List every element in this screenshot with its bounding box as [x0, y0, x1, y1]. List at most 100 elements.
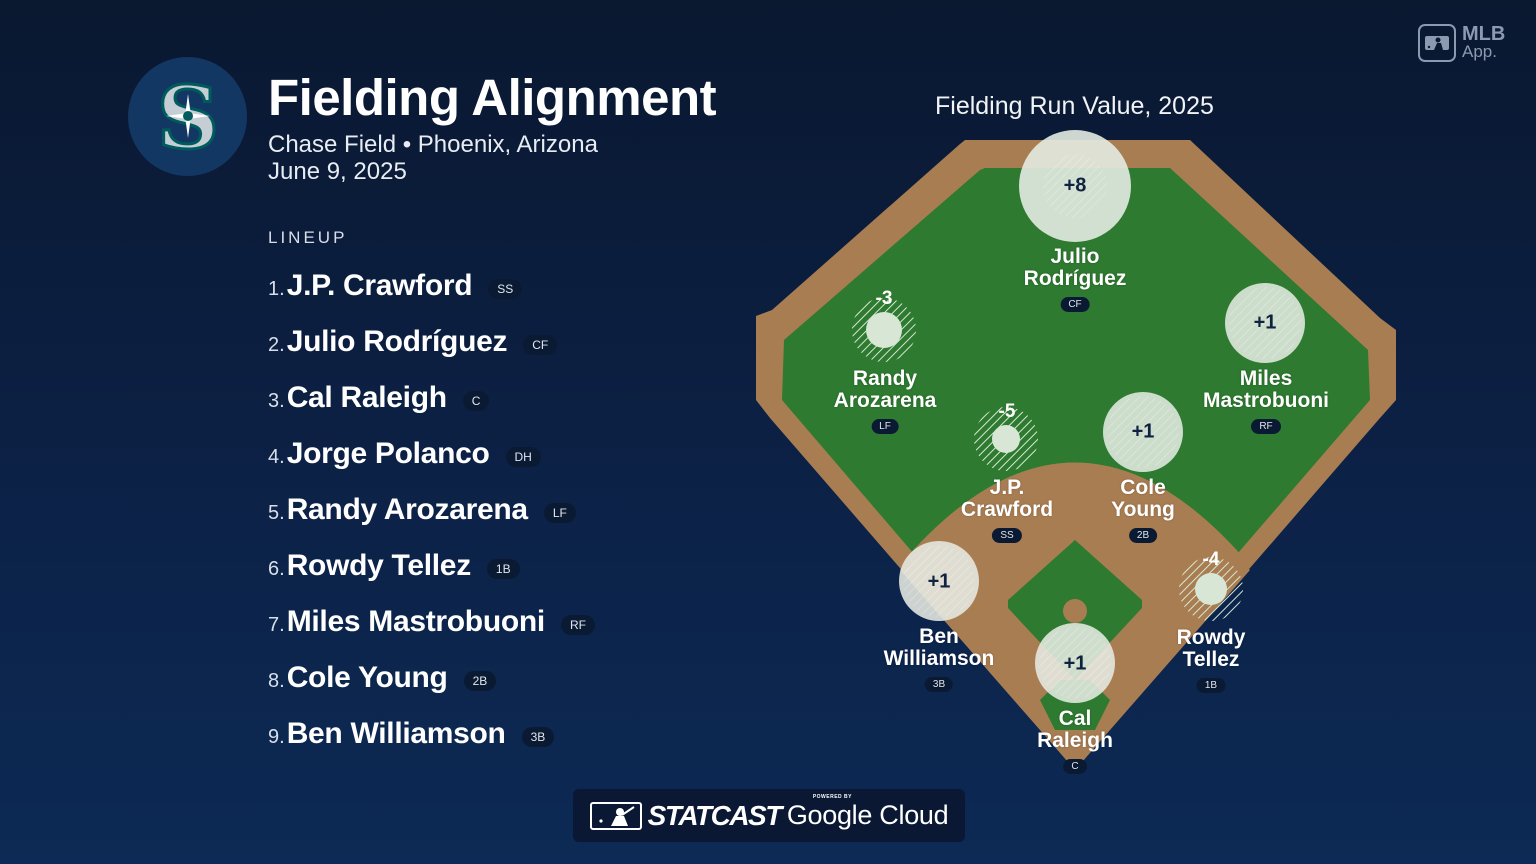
frv-value-c: +1 [1063, 652, 1087, 675]
player-name: Jorge Polanco [286, 437, 490, 470]
position-badge: LF [871, 419, 899, 434]
fielder-last-name: Crawford [960, 498, 1054, 521]
player-name: Julio Rodríguez [286, 325, 508, 358]
frv-bubble-cf [1019, 130, 1131, 242]
fielder-first-name: Rowdy [1176, 626, 1246, 649]
batting-order: 6. [268, 557, 285, 580]
player-name: Cole Young [286, 661, 448, 694]
game-date: June 9, 2025 [268, 158, 407, 185]
lineup-heading: LINEUP [268, 228, 348, 247]
position-badge: 2B [1128, 528, 1158, 543]
mlb-app-subtitle: App. [1462, 42, 1497, 61]
batting-order: 4. [268, 445, 285, 468]
lineup-list: 1. J.P. Crawford SS 2. Julio Rodríguez CF 3.… [268, 258, 595, 762]
batting-order: 8. [268, 669, 285, 692]
fielder-last-name: Williamson [883, 647, 995, 670]
fielder-first-name: Cal [1058, 707, 1092, 730]
frv-bubble-ss [974, 407, 1038, 471]
lineup-item: 6. Rowdy Tellez 1B [268, 538, 595, 594]
frv-value-lf: -3 [875, 288, 893, 309]
fielder-first-name: Ben [919, 625, 959, 648]
fielder-first-name: Julio [1050, 245, 1100, 268]
statcast-google-cloud-banner: STATCAST POWERED BY Google Cloud [573, 789, 965, 842]
position-badge: 1B [486, 559, 520, 579]
player-name: Cal Raleigh [286, 381, 447, 414]
frv-bubble-1b [1179, 557, 1243, 621]
fielder-first-name: Randy [852, 367, 918, 390]
lineup-item: 7. Miles Mastrobuoni RF [268, 594, 595, 650]
position-badge: RF [1251, 419, 1281, 434]
frv-bubble-2b [1103, 392, 1183, 472]
position-badge: 2B [463, 671, 497, 691]
fielder-first-name: J.P. [989, 476, 1025, 499]
batting-order: 5. [268, 501, 285, 524]
player-name: Rowdy Tellez [286, 549, 472, 582]
frv-value-ss: -5 [998, 401, 1016, 422]
outfield-grass [782, 168, 1370, 742]
team-logo: S [128, 57, 247, 176]
player-name: Ben Williamson [286, 717, 506, 750]
fielder-last-name: Rodríguez [1023, 267, 1127, 290]
page-title: Fielding Alignment [268, 69, 717, 126]
google-cloud-wordmark: POWERED BY Google Cloud [786, 794, 949, 831]
batting-order: 2. [268, 333, 285, 356]
position-badge: LF [543, 503, 576, 523]
player-name: J.P. Crawford [286, 269, 473, 302]
player-name: Randy Arozarena [286, 493, 528, 526]
lineup-item: 3. Cal Raleigh C [268, 370, 595, 426]
frv-value-2b: +1 [1131, 420, 1155, 443]
fielder-label-cf: Julio Rodríguez CF [1023, 245, 1127, 312]
fielder-label-3b: Ben Williamson 3B [883, 625, 995, 692]
fielder-last-name: Tellez [1182, 648, 1240, 671]
frv-value-cf: +8 [1063, 174, 1087, 197]
fielder-label-2b: Cole Young 2B [1111, 477, 1175, 543]
position-badge: 1B [1196, 678, 1226, 693]
position-badge: C [1063, 759, 1087, 774]
mlb-batter-icon [1418, 24, 1456, 62]
fielder-label-rf: Miles Mastrobuoni RF [1203, 368, 1329, 434]
pitchers-mound [1063, 599, 1087, 623]
venue-label: Chase Field • Phoenix, Arizona [268, 131, 598, 158]
fielder-last-name: Raleigh [1037, 729, 1113, 752]
lineup-item: 4. Jorge Polanco DH [268, 426, 595, 482]
google-cloud-text: Google Cloud [786, 800, 949, 830]
frv-bubble-3b [899, 541, 979, 621]
frv-value-3b: +1 [927, 570, 951, 593]
fielder-first-name: Miles [1239, 367, 1293, 390]
position-badge: DH [505, 447, 541, 467]
frv-value-1b: -4 [1202, 549, 1220, 570]
mlb-app-title: MLB [1462, 23, 1506, 45]
field-chart-title: Fielding Run Value, 2025 [935, 92, 1214, 120]
lineup-item: 9. Ben Williamson 3B [268, 706, 595, 762]
position-badge: SS [992, 528, 1022, 543]
batting-order: 3. [268, 389, 285, 412]
position-badge: 3B [521, 727, 555, 747]
mlb-logo-icon [589, 801, 642, 830]
position-badge: RF [560, 615, 595, 635]
mariners-logo-icon: S [155, 72, 220, 162]
player-name: Miles Mastrobuoni [286, 605, 546, 638]
frv-bubble-rf [1225, 283, 1305, 363]
frv-value-rf: +1 [1253, 311, 1277, 334]
frv-bubble-c [1035, 623, 1115, 703]
batting-order: 7. [268, 613, 285, 636]
fielder-last-name: Arozarena [833, 389, 937, 412]
position-badge: 3B [924, 677, 954, 692]
fielder-last-name: Mastrobuoni [1203, 389, 1329, 412]
fielder-first-name: Cole [1120, 476, 1166, 499]
mlb-app-logo: MLB App. [1418, 24, 1505, 62]
batting-order: 1. [268, 277, 285, 300]
batting-order: 9. [268, 725, 285, 748]
frv-bubble-lf [852, 298, 916, 362]
fielder-label-1b: Rowdy Tellez 1B [1176, 626, 1246, 693]
fielder-label-lf: Randy Arozarena LF [833, 367, 937, 434]
lineup-item: 2. Julio Rodríguez CF [268, 314, 595, 370]
lineup-item: 8. Cole Young 2B [268, 650, 595, 706]
fielder-label-ss: J.P. Crawford SS [961, 477, 1053, 543]
position-badge: C [462, 391, 490, 411]
statcast-wordmark: STATCAST [647, 799, 783, 831]
position-badge: SS [488, 279, 523, 299]
position-badge: CF [1060, 297, 1090, 312]
fielder-label-c: Cal Raleigh C [1037, 708, 1113, 774]
